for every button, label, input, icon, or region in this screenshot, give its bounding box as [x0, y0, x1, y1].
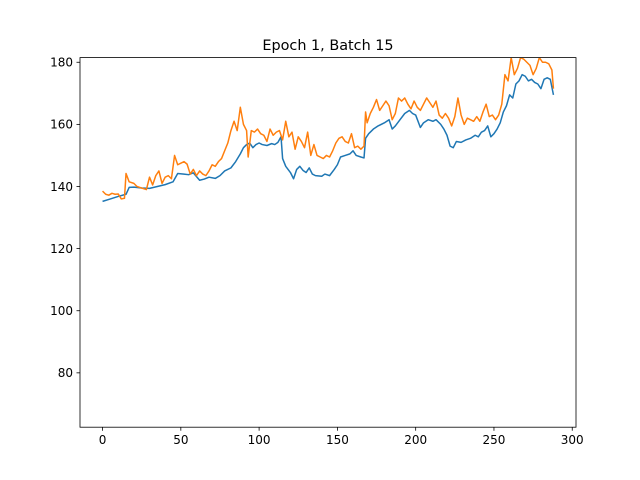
series-line-1: [102, 73, 555, 203]
y-tick-label: 120: [50, 242, 73, 256]
chart-title: Epoch 1, Batch 15: [262, 38, 393, 54]
series-line-2: [102, 57, 555, 200]
x-tick-label: 100: [248, 433, 271, 447]
plot-frame: [79, 57, 577, 428]
x-tick-label: 300: [561, 433, 584, 447]
x-tick-label: 250: [483, 433, 506, 447]
x-tick-label: 200: [404, 433, 427, 447]
y-tick-label: 140: [50, 180, 73, 194]
y-tick-label: 80: [58, 366, 73, 380]
x-tick-label: 150: [326, 433, 349, 447]
y-tick-label: 180: [50, 56, 73, 70]
x-tick-label: 0: [99, 433, 107, 447]
x-tick-label: 50: [173, 433, 188, 447]
y-tick-label: 160: [50, 118, 73, 132]
y-tick-label: 100: [50, 304, 73, 318]
